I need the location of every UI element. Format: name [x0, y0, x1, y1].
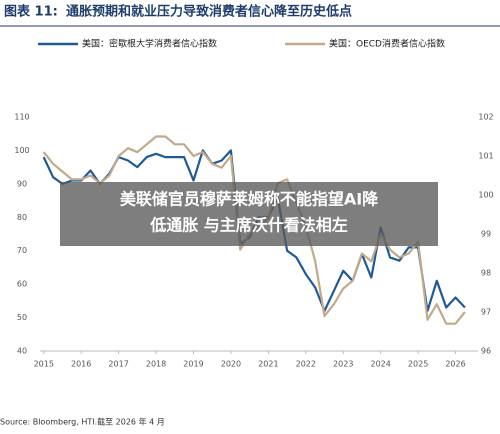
- y-tick-label: 60: [17, 280, 27, 289]
- x-tick-label: 2021: [258, 360, 278, 369]
- y2-tick-label: 99: [481, 230, 491, 239]
- y-tick-label: 110: [14, 113, 29, 122]
- x-tick-label: 2016: [71, 360, 91, 369]
- x-tick-label: 2017: [108, 360, 128, 369]
- legend-label: 美国：OECD消费者信心指数: [329, 38, 445, 50]
- overlay-text: 低通胀 与主席沃什看法相左: [149, 216, 348, 235]
- y2-tick-label: 101: [478, 152, 493, 161]
- y-tick-label: 70: [17, 246, 27, 255]
- x-tick-label: 2015: [34, 360, 54, 369]
- x-tick-label: 2024: [370, 360, 390, 369]
- y2-tick-label: 98: [481, 269, 491, 278]
- overlay-text: 美联储官员穆萨莱姆称不能指望AI降: [120, 190, 379, 209]
- y-tick-label: 40: [17, 347, 27, 356]
- overlay-banner: [60, 182, 438, 246]
- y2-tick-label: 100: [478, 191, 493, 200]
- x-tick-label: 2022: [296, 360, 316, 369]
- y-tick-label: 90: [17, 179, 27, 188]
- y-tick-label: 50: [17, 313, 27, 322]
- x-tick-label: 2025: [408, 360, 428, 369]
- x-tick-label: 2023: [333, 360, 353, 369]
- legend-label: 美国：密歇根大学消费者信心指数: [82, 38, 217, 50]
- y2-tick-label: 102: [478, 113, 493, 122]
- chart-title: 通胀预期和就业压力导致消费者信心降至历史低点: [66, 4, 352, 20]
- y-tick-label: 100: [14, 146, 29, 155]
- x-tick-label: 2018: [146, 360, 166, 369]
- y2-tick-label: 96: [481, 347, 491, 356]
- source: Source: Bloomberg, HTI.截至 2026 年 4 月: [0, 417, 165, 427]
- y2-tick-label: 97: [481, 308, 491, 317]
- x-tick-label: 2020: [221, 360, 241, 369]
- x-tick-label: 2026: [445, 360, 465, 369]
- y-tick-label: 80: [17, 213, 27, 222]
- x-tick-label: 2019: [183, 360, 203, 369]
- figure-label: 图表 11:: [4, 4, 58, 20]
